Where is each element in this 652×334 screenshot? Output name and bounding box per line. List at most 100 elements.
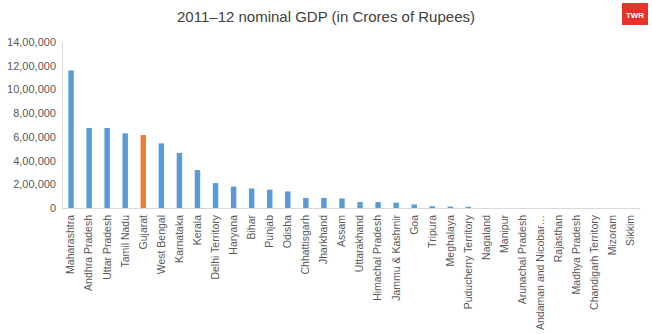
y-tick-label: 0 xyxy=(50,202,56,214)
bar xyxy=(339,199,344,208)
x-tick-label: Andaman and Nicobar… xyxy=(534,215,546,330)
chart: 2011–12 nominal GDP (in Crores of Rupees… xyxy=(0,0,652,334)
x-tick-label: Chandigarh Territory xyxy=(588,214,600,310)
x-tick-label: Arunachal Pradesh xyxy=(516,215,528,304)
bar xyxy=(430,206,435,208)
x-tick-label: Jammu & Kashmir xyxy=(390,215,402,301)
x-axis-line xyxy=(63,208,641,209)
x-tick-label: Maharashtra xyxy=(64,215,76,274)
x-tick-label: Himachal Pradesh xyxy=(371,215,383,301)
x-tick: Jharkhand xyxy=(317,215,329,264)
bars xyxy=(68,70,471,208)
x-tick-label: Karnataka xyxy=(173,215,185,263)
x-tick-label: Gujarat xyxy=(137,215,149,250)
y-axis-line xyxy=(62,43,63,209)
x-tick: Jammu & Kashmir xyxy=(390,215,402,301)
x-tick: Punjab xyxy=(263,215,275,248)
x-tick-label: Rajasthan xyxy=(552,215,564,262)
x-tick: Haryana xyxy=(227,215,239,255)
bar xyxy=(466,207,471,208)
bar xyxy=(213,183,218,208)
x-tick-label: Uttarakhand xyxy=(353,215,365,272)
bar xyxy=(375,202,380,208)
bar xyxy=(249,188,254,208)
y-tick: 2,00,000 xyxy=(13,178,62,190)
badge-box xyxy=(622,3,648,25)
x-tick: Mizoram xyxy=(606,215,618,256)
x-tick: Puducherry Territory xyxy=(462,214,474,309)
x-tick: Chandigarh Territory xyxy=(588,214,600,310)
x-tick-label: Goa xyxy=(408,215,420,235)
x-tick-label: Tripura xyxy=(426,215,438,248)
x-tick-label: Delhi Territory xyxy=(209,214,221,279)
bar xyxy=(393,203,398,208)
bar xyxy=(177,153,182,208)
x-tick: Nagaland xyxy=(480,215,492,260)
bar xyxy=(448,207,453,208)
bar xyxy=(231,187,236,208)
x-tick-label: Tamil Nadu xyxy=(119,215,131,268)
bar xyxy=(104,128,109,208)
x-tick-label: Odisha xyxy=(281,215,293,248)
y-tick: 4,00,000 xyxy=(13,155,62,167)
x-tick-label: Mizoram xyxy=(606,215,618,256)
x-tick: Tamil Nadu xyxy=(119,215,131,268)
y-tick-label: 4,00,000 xyxy=(13,155,56,167)
y-tick: 6,00,000 xyxy=(13,131,62,143)
x-tick: Andaman and Nicobar… xyxy=(534,215,546,330)
x-tick: Madhya Pradesh xyxy=(570,215,582,295)
bar xyxy=(285,191,290,208)
x-tick: Himachal Pradesh xyxy=(371,215,383,301)
x-tick: Assam xyxy=(335,215,347,247)
x-tick-label: Puducherry Territory xyxy=(462,214,474,309)
x-tick: Gujarat xyxy=(137,215,149,250)
x-tick: Kerala xyxy=(191,215,203,246)
x-tick-label: Uttar Pradesh xyxy=(101,215,113,280)
bar xyxy=(412,204,417,208)
x-tick-label: Bihar xyxy=(245,215,257,240)
x-tick-label: Manipur xyxy=(498,214,510,252)
x-tick: Uttarakhand xyxy=(353,215,365,272)
y-tick-label: 2,00,000 xyxy=(13,178,56,190)
y-tick: 14,00,000 xyxy=(7,36,62,48)
x-tick: Arunachal Pradesh xyxy=(516,215,528,304)
x-tick-label: Meghalaya xyxy=(444,215,456,267)
x-tick: Rajasthan xyxy=(552,215,564,262)
x-tick: Andhra Pradesh xyxy=(82,215,94,291)
x-tick-label: Punjab xyxy=(263,215,275,248)
y-tick-label: 6,00,000 xyxy=(13,131,56,143)
bar xyxy=(321,198,326,208)
y-tick: 0 xyxy=(50,202,62,214)
x-tick: Maharashtra xyxy=(64,215,76,274)
y-axis: 0 2,00,000 4,00,000 6,00,000 8,00,000 10,00,0… xyxy=(7,36,62,214)
x-tick: Odisha xyxy=(281,215,293,248)
x-tick-label: West Bengal xyxy=(155,215,167,274)
x-tick-label: Sikkim xyxy=(624,215,636,246)
x-tick-label: Assam xyxy=(335,215,347,247)
x-axis: Maharashtra Andhra Pradesh Uttar Pradesh Ta… xyxy=(63,209,641,330)
x-tick: Bihar xyxy=(245,215,257,240)
bar xyxy=(195,170,200,208)
x-tick: Meghalaya xyxy=(444,215,456,267)
x-tick-label: Kerala xyxy=(191,215,203,246)
bar xyxy=(68,70,73,208)
x-tick-label: Jharkhand xyxy=(317,215,329,264)
x-tick: Uttar Pradesh xyxy=(101,215,113,280)
x-tick: West Bengal xyxy=(155,215,167,274)
y-tick-label: 10,00,000 xyxy=(7,83,56,95)
x-tick-label: Chhattisgarh xyxy=(299,215,311,275)
bar xyxy=(123,133,128,208)
x-tick: Goa xyxy=(408,215,420,235)
y-tick-label: 12,00,000 xyxy=(7,60,56,72)
x-tick: Karnataka xyxy=(173,215,185,263)
y-tick: 10,00,000 xyxy=(7,83,62,95)
plot-area: 0 2,00,000 4,00,000 6,00,000 8,00,000 10,00,0… xyxy=(7,36,640,330)
bar xyxy=(159,143,164,208)
bar xyxy=(357,202,362,208)
bar xyxy=(141,135,146,208)
y-tick-label: 14,00,000 xyxy=(7,36,56,48)
title: 2011–12 nominal GDP (in Crores of Rupees… xyxy=(177,8,475,25)
y-tick: 8,00,000 xyxy=(13,107,62,119)
badge: TWR xyxy=(622,3,648,25)
x-tick-label: Haryana xyxy=(227,215,239,255)
